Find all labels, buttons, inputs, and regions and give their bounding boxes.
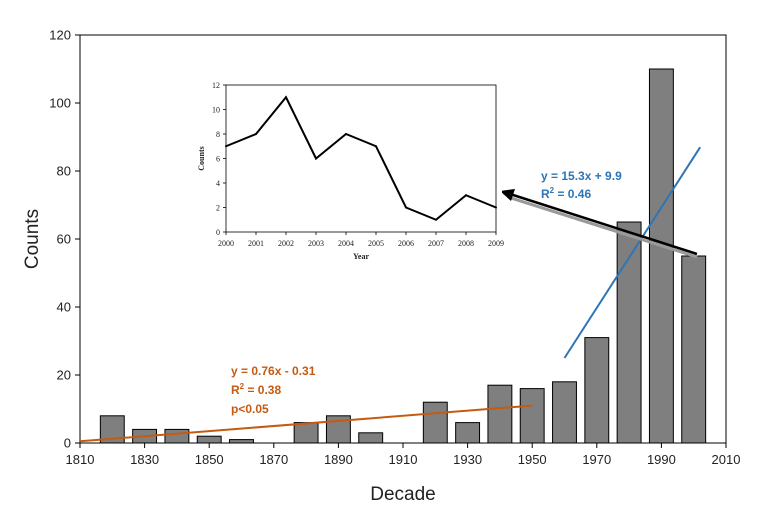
main-trendlines [79,146,702,443]
bar [648,68,674,444]
inset-y-tick-label: 0 [216,228,220,237]
main-y-ticks: 0 20 40 60 80 100 120 [49,28,80,451]
orange-trend-p-value: p<0.05 [231,402,269,416]
x-tick-label: 1970 [582,452,611,467]
bar [455,422,481,444]
inset-y-tick-label: 4 [216,179,220,188]
blue-r2-prefix: R [541,187,550,201]
x-tick-label: 1950 [518,452,547,467]
bar [681,255,707,444]
y-tick-label: 120 [49,28,71,43]
bar [584,337,610,444]
bar [487,384,513,444]
bar [293,422,319,444]
inset-y-ticks: 0 2 4 6 8 10 12 [212,81,226,237]
inset-x-tick-label: 2003 [308,239,324,248]
inset-x-tick-label: 2007 [428,239,444,248]
inset-x-tick-label: 2001 [248,239,264,248]
x-tick-label: 1910 [389,452,418,467]
x-tick-label: 1810 [66,452,95,467]
blue-trendline [563,146,702,359]
bar [616,221,642,444]
inset-y-tick-label: 8 [216,130,220,139]
inset-y-tick-label: 12 [212,81,220,90]
x-tick-label: 1890 [324,452,353,467]
bar [325,415,351,444]
x-tick-label: 1830 [130,452,159,467]
bar [519,388,545,444]
inset-y-axis-title: Counts [197,146,206,170]
inset-x-axis-title: Year [353,252,369,261]
orange-r2-prefix: R [231,383,240,397]
bar [358,432,384,444]
main-x-ticks: 1810 1830 1850 1870 1890 1910 1930 1950 1970 1990… [66,443,741,467]
bar [164,428,190,444]
arrow-line [509,192,698,256]
bar [552,381,577,444]
orange-trend-equation: y = 0.76x - 0.31 [231,364,316,378]
bar [99,415,125,444]
y-tick-label: 100 [49,96,71,111]
inset-y-tick-label: 2 [216,204,220,213]
inset-series-line [225,95,497,221]
y-tick-label: 40 [57,300,71,315]
inset-y-tick-label: 10 [212,106,220,115]
x-tick-label: 1930 [453,452,482,467]
inset-x-tick-label: 2009 [488,239,504,248]
x-tick-label: 1990 [647,452,676,467]
orange-r2-value: = 0.38 [244,383,281,397]
y-tick-label: 80 [57,164,71,179]
orange-trend-r2: R2 = 0.38 [231,382,281,397]
arrow-shadow [507,195,698,259]
blue-r2-value: = 0.46 [554,187,591,201]
bar [196,435,222,444]
inset-x-ticks: 2000 2001 2002 2003 2004 2005 2006 2007 2008 2009 [218,232,504,248]
blue-trend-r2: R2 = 0.46 [541,186,591,201]
orange-trendline [79,404,533,443]
trendline-annotations: y = 0.76x - 0.31 R2 = 0.38 p<0.05 y = 15… [231,169,622,416]
orange-r2-sup: 2 [240,382,245,391]
blue-r2-sup: 2 [550,186,555,195]
inset-x-tick-label: 2006 [398,239,414,248]
inset-background [196,81,502,264]
arrow-head [500,189,515,201]
inset-x-tick-label: 2004 [338,239,354,248]
bar [229,439,254,444]
inset-x-tick-label: 2000 [218,239,234,248]
y-tick-label: 0 [64,436,71,451]
blue-trend-equation: y = 15.3x + 9.9 [541,169,622,183]
inset-pointer-arrow [500,189,698,259]
y-tick-label: 20 [57,368,71,383]
x-tick-label: 2010 [712,452,741,467]
x-axis-title: Decade [370,484,436,505]
y-axis-title: Counts [22,209,43,269]
inset-x-tick-label: 2005 [368,239,384,248]
inset-x-tick-label: 2008 [458,239,474,248]
x-tick-label: 1850 [195,452,224,467]
bar [422,401,448,444]
main-bars [99,68,707,444]
y-tick-label: 60 [57,232,71,247]
x-tick-label: 1870 [259,452,288,467]
inset-x-tick-label: 2002 [278,239,294,248]
inset-y-tick-label: 6 [216,155,220,164]
